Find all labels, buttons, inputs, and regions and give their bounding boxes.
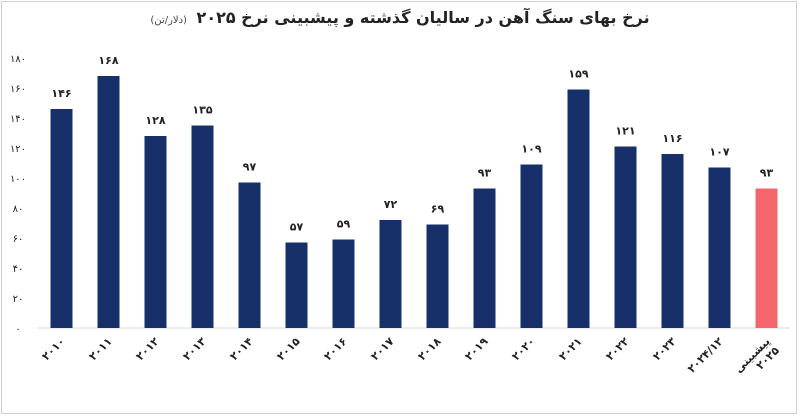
forecast-bar — [755, 188, 778, 328]
data-label: ۱۴۶ — [51, 87, 71, 100]
y-tick-label: ۱۶۰ — [10, 84, 26, 95]
y-tick-label: ۱۸۰ — [10, 54, 26, 65]
x-tick-label: ۲۰۲۰ — [509, 335, 537, 363]
y-tick-label: ۰ — [15, 324, 20, 335]
data-label: ۱۶۸ — [98, 54, 118, 67]
x-tick-label: ۲۰۱۴ — [227, 335, 255, 363]
chart-title-text: نرخ بهای سنگ آهن در سالیان گذشته و پیشبی… — [196, 8, 650, 27]
x-tick-label: ۲۰۱۸ — [415, 335, 443, 363]
x-tick-label-text: ۲۰۱۲ — [133, 335, 161, 363]
data-label: ۱۰۷ — [709, 146, 729, 159]
y-tick-label: ۶۰ — [13, 234, 24, 245]
bar — [191, 125, 214, 328]
bar — [332, 239, 355, 328]
data-label: ۱۲۱ — [615, 125, 635, 138]
x-tick-label-text: ۲۰۱۹ — [462, 335, 490, 363]
data-label: ۱۱۶ — [662, 132, 682, 145]
bar — [473, 188, 496, 328]
bar — [520, 164, 543, 328]
x-tick-label: ۲۰۱۳ — [180, 335, 208, 363]
data-label: ۹۳ — [478, 167, 492, 180]
data-label: ۵۹ — [337, 218, 351, 231]
x-tick-label: ۲۰۱۹ — [462, 335, 490, 363]
bar — [426, 224, 449, 328]
data-label: ۹۳ — [760, 167, 774, 180]
y-tick-label: ۱۲۰ — [10, 144, 26, 155]
bar — [97, 76, 120, 328]
bar — [708, 167, 731, 328]
x-tick-label: ۲۰۱۷ — [368, 335, 396, 363]
data-label: ۱۳۵ — [192, 104, 212, 117]
data-label: ۶۹ — [431, 203, 445, 216]
x-tick-label: ۲۰۱۵ — [274, 335, 302, 363]
data-label: ۵۷ — [290, 221, 304, 234]
y-tick-label: ۸۰ — [13, 204, 24, 215]
x-tick-label: ۲۰۱۶ — [321, 335, 349, 363]
x-tick-label: ۲۰۲۴/۱۲ — [685, 335, 726, 376]
x-tick-label-text: ۲۰۲۲ — [603, 335, 631, 363]
x-tick-label-text: ۲۰۱۷ — [368, 335, 396, 363]
bar — [144, 136, 167, 328]
bar — [567, 89, 590, 328]
x-tick-label: ۲۰۱۱ — [86, 335, 114, 363]
x-tick-label-text: ۲۰۲۴/۱۲ — [685, 335, 726, 376]
x-tick-label: ۲۰۱۰ — [39, 335, 67, 363]
x-tick-label-text: ۲۰۱۴ — [227, 335, 255, 363]
bar — [238, 182, 261, 328]
data-label: ۱۰۹ — [521, 143, 541, 156]
x-tick-label-text: ۲۰۱۶ — [321, 335, 349, 363]
y-tick-label: ۱۴۰ — [10, 114, 26, 125]
data-label: ۱۲۸ — [145, 114, 165, 127]
bar — [614, 146, 637, 328]
x-tick-label: ۲۰۱۲ — [133, 335, 161, 363]
chart-title: نرخ بهای سنگ آهن در سالیان گذشته و پیشبی… — [0, 8, 800, 27]
x-tick-label-text: ۲۰۱۸ — [415, 335, 443, 363]
data-label: ۹۷ — [243, 161, 257, 174]
y-tick-label: ۱۰۰ — [10, 174, 26, 185]
x-tick-label-text: ۲۰۲۱ — [556, 335, 584, 363]
x-tick-label: ۲۰۲۱ — [556, 335, 584, 363]
x-tick-label-text: ۲۰۲۰ — [509, 335, 537, 363]
y-tick-label: ۴۰ — [13, 264, 24, 275]
bar — [379, 220, 402, 328]
x-tick-label-text: ۲۰۱۳ — [180, 335, 208, 363]
bar — [285, 242, 308, 328]
x-tick-label-text: ۲۰۱۵ — [274, 335, 302, 363]
data-label: ۱۵۹ — [568, 68, 588, 81]
x-tick-label: ۲۰۲۳ — [650, 335, 678, 363]
bar — [661, 154, 684, 328]
x-tick-label-text: ۲۰۱۱ — [86, 335, 114, 363]
data-label: ۷۲ — [384, 198, 398, 211]
y-tick-label: ۲۰ — [13, 294, 24, 305]
x-tick-label-text: ۲۰۲۳ — [650, 335, 678, 363]
chart-unit-label: (دلار/تن) — [150, 15, 187, 26]
bar — [50, 109, 73, 328]
x-tick-label-text: ۲۰۱۰ — [39, 335, 67, 363]
x-tick-label: ۲۰۲۲ — [603, 335, 631, 363]
